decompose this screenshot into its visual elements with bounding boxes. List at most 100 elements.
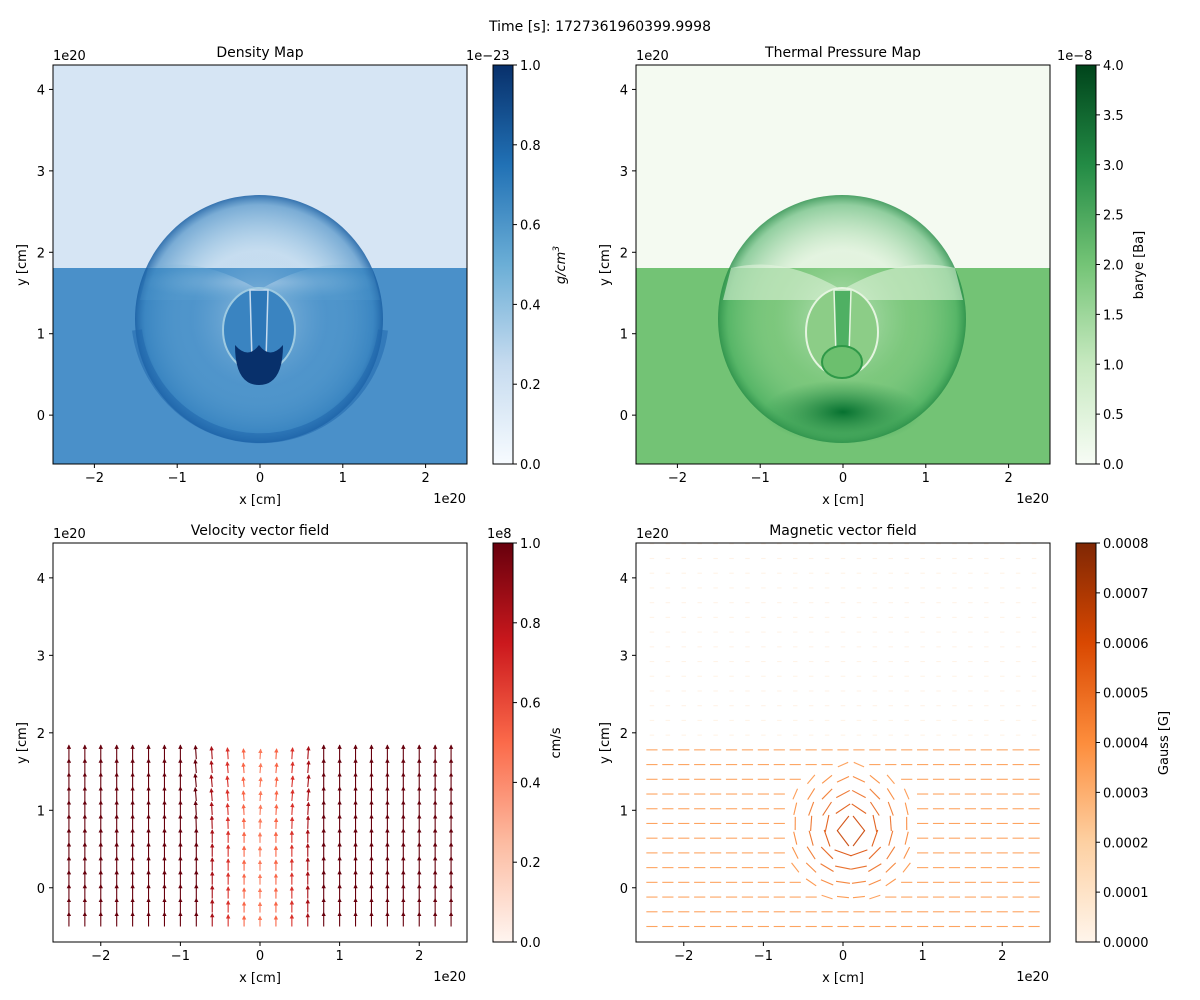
pressure-colorbar-label: barye [Ba] <box>1132 231 1147 299</box>
magnetic-arrow <box>836 895 850 899</box>
velocity-arrow <box>274 790 279 802</box>
velocity-arrow <box>258 776 263 788</box>
density-colorbar-tick-label: 0.0 <box>520 458 541 473</box>
magnetic-colorbar-tick-label: 0.0004 <box>1103 737 1149 752</box>
density-heatmap <box>53 65 467 464</box>
velocity-arrow <box>290 802 295 815</box>
pressure-colorbar-ticks: 0.0 0.5 1.0 1.5 2.0 2.5 3.0 3.5 4.0 <box>1096 59 1124 473</box>
pressure-ytick-label: 0 <box>620 409 628 424</box>
magnetic-arrow <box>904 831 909 845</box>
density-ytick-label: 4 <box>37 83 45 98</box>
magnetic-arrow <box>793 802 798 815</box>
magnetic-xtick-label: −2 <box>674 949 693 964</box>
magnetic-arrow <box>835 880 851 884</box>
pressure-xtick-label: 0 <box>839 471 847 486</box>
velocity-y-multiplier: 1e20 <box>53 527 86 542</box>
pressure-xtick-label: 2 <box>1004 471 1012 486</box>
magnetic-arrow <box>869 894 881 900</box>
magnetic-arrow <box>791 862 800 873</box>
magnetic-arrow <box>836 789 850 799</box>
pressure-colorbar-tick-label: 2.5 <box>1103 209 1124 224</box>
pressure-peak <box>763 380 923 444</box>
magnetic-arrow <box>885 878 897 887</box>
density-colorbar-tick-label: 0.6 <box>520 219 541 234</box>
pressure-xtick-label: −2 <box>668 471 687 486</box>
magnetic-xtick-label: 1 <box>918 949 926 964</box>
pressure-xtick-label: 1 <box>922 471 930 486</box>
magnetic-colorbar-tick-label: 0.0002 <box>1103 836 1149 851</box>
magnetic-ytick-label: 4 <box>620 572 628 587</box>
pressure-ytick-label: 4 <box>620 83 628 98</box>
magnetic-colorbar-label: Gauss [G] <box>1157 711 1172 775</box>
density-ytick-label: 2 <box>37 246 45 261</box>
magnetic-arrow <box>835 803 851 814</box>
magnetic-arrow <box>886 788 895 800</box>
pressure-colorbar-tick-label: 1.0 <box>1103 358 1124 373</box>
magnetic-arrow <box>868 846 882 860</box>
magnetic-arrow <box>808 830 814 846</box>
density-dense-core <box>235 345 283 385</box>
magnetic-arrow <box>821 894 833 900</box>
magnetic-arrow <box>792 788 799 800</box>
velocity-colorbar-tick-label: 1.0 <box>520 537 541 552</box>
magnetic-arrow <box>885 862 897 873</box>
velocity-colorbar-label: cm/s <box>549 727 564 758</box>
velocity-arrow <box>258 748 263 760</box>
velocity-arrow <box>258 790 263 802</box>
density-xtick-label: 1 <box>339 471 347 486</box>
panel-velocity-title: Velocity vector field <box>191 523 329 539</box>
velocity-arrow <box>209 801 214 815</box>
density-colorbar-label: g/cm3 <box>552 246 569 284</box>
magnetic-arrow <box>805 862 817 873</box>
velocity-arrow <box>290 747 295 760</box>
magnetic-xtick-label: 2 <box>998 949 1006 964</box>
velocity-arrow <box>274 776 279 788</box>
panel-magnetic: Magnetic vector field −2 −1 0 1 2 0 1 2 3 4 x [c… <box>598 523 1172 986</box>
magnetic-arrow <box>868 879 882 886</box>
magnetic-arrow <box>853 761 865 768</box>
magnetic-arrow <box>835 865 851 870</box>
magnetic-xtick-label: 0 <box>839 949 847 964</box>
magnetic-arrow <box>902 862 911 873</box>
magnetic-y-multiplier: 1e20 <box>636 527 669 542</box>
velocity-arrow <box>225 789 230 802</box>
velocity-arrow <box>274 748 279 760</box>
magnetic-arrow <box>805 878 817 887</box>
magnetic-arrow <box>887 801 894 816</box>
velocity-arrow <box>241 790 246 802</box>
velocity-xlabel: x [cm] <box>239 971 281 986</box>
magnetic-arrow <box>820 879 834 886</box>
velocity-arrow <box>306 760 311 774</box>
velocity-arrows <box>66 744 454 927</box>
magnetic-ytick-label: 3 <box>620 649 628 664</box>
magnetic-ytick-label: 2 <box>620 727 628 742</box>
pressure-colorbar-tick-label: 3.0 <box>1103 159 1124 174</box>
magnetic-arrow <box>850 849 868 857</box>
magnetic-arrow <box>807 788 816 800</box>
magnetic-arrow <box>822 801 832 816</box>
velocity-colorbar-tick-label: 0.2 <box>520 856 541 871</box>
velocity-colorbar-multiplier: 1e8 <box>487 527 512 542</box>
velocity-ylabel: y [cm] <box>15 722 30 764</box>
pressure-xticks: −2 −1 0 1 2 <box>668 464 1013 486</box>
velocity-arrow <box>290 789 295 802</box>
density-ytick-label: 3 <box>37 165 45 180</box>
velocity-arrow <box>209 774 214 788</box>
magnetic-arrow <box>821 774 833 784</box>
velocity-arrow <box>241 776 246 788</box>
magnetic-arrow <box>889 815 892 832</box>
velocity-arrow <box>193 759 198 774</box>
magnetic-arrow <box>820 846 834 860</box>
velocity-xtick-label: −2 <box>91 949 110 964</box>
velocity-colorbar-tick-label: 0.6 <box>520 697 541 712</box>
pressure-colorbar-tick-label: 1.5 <box>1103 308 1124 323</box>
velocity-arrow <box>290 761 295 774</box>
magnetic-arrow <box>850 865 867 870</box>
magnetic-arrow <box>851 789 866 799</box>
density-xtick-label: −1 <box>168 471 187 486</box>
magnetic-arrow <box>836 830 850 847</box>
magnetic-arrow <box>806 774 816 785</box>
magnetic-colorbar-tick-label: 0.0007 <box>1103 587 1149 602</box>
velocity-ytick-label: 0 <box>37 882 45 897</box>
velocity-colorbar-tick-label: 0.0 <box>520 936 541 951</box>
